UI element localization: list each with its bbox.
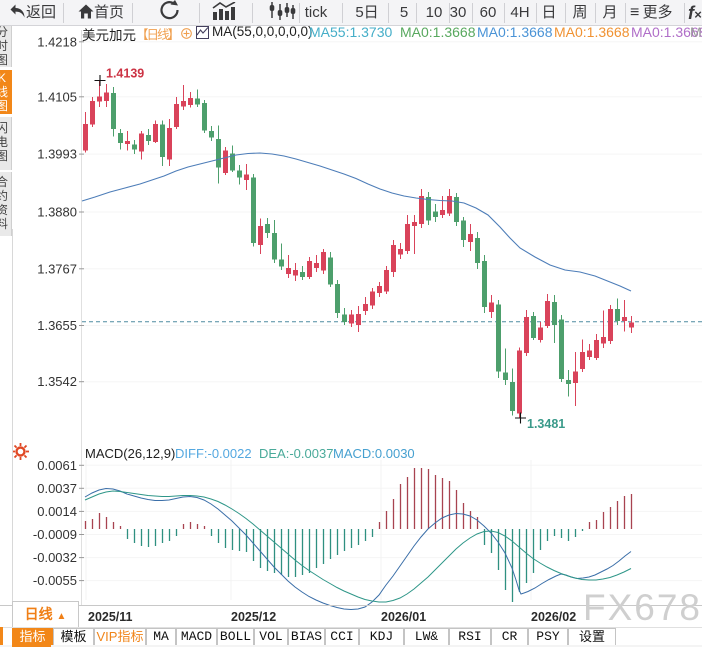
svg-text:1.3655: 1.3655 xyxy=(37,318,77,333)
svg-text:1.3993: 1.3993 xyxy=(37,147,77,162)
svg-text:-0.0009: -0.0009 xyxy=(33,527,77,542)
svg-text:1.4105: 1.4105 xyxy=(37,89,77,104)
svg-text:-0.0032: -0.0032 xyxy=(33,550,77,565)
svg-text:1.3542: 1.3542 xyxy=(37,374,77,389)
svg-text:1.3880: 1.3880 xyxy=(37,205,77,220)
svg-text:1.4139: 1.4139 xyxy=(106,67,144,81)
svg-text:0.0037: 0.0037 xyxy=(37,481,77,496)
svg-text:1.4218: 1.4218 xyxy=(37,34,77,49)
svg-text:0.0014: 0.0014 xyxy=(37,504,77,519)
svg-text:1.3481: 1.3481 xyxy=(527,417,565,431)
svg-text:0.0061: 0.0061 xyxy=(37,458,77,473)
svg-text:1.3767: 1.3767 xyxy=(37,261,77,276)
svg-text:-0.0055: -0.0055 xyxy=(33,573,77,588)
